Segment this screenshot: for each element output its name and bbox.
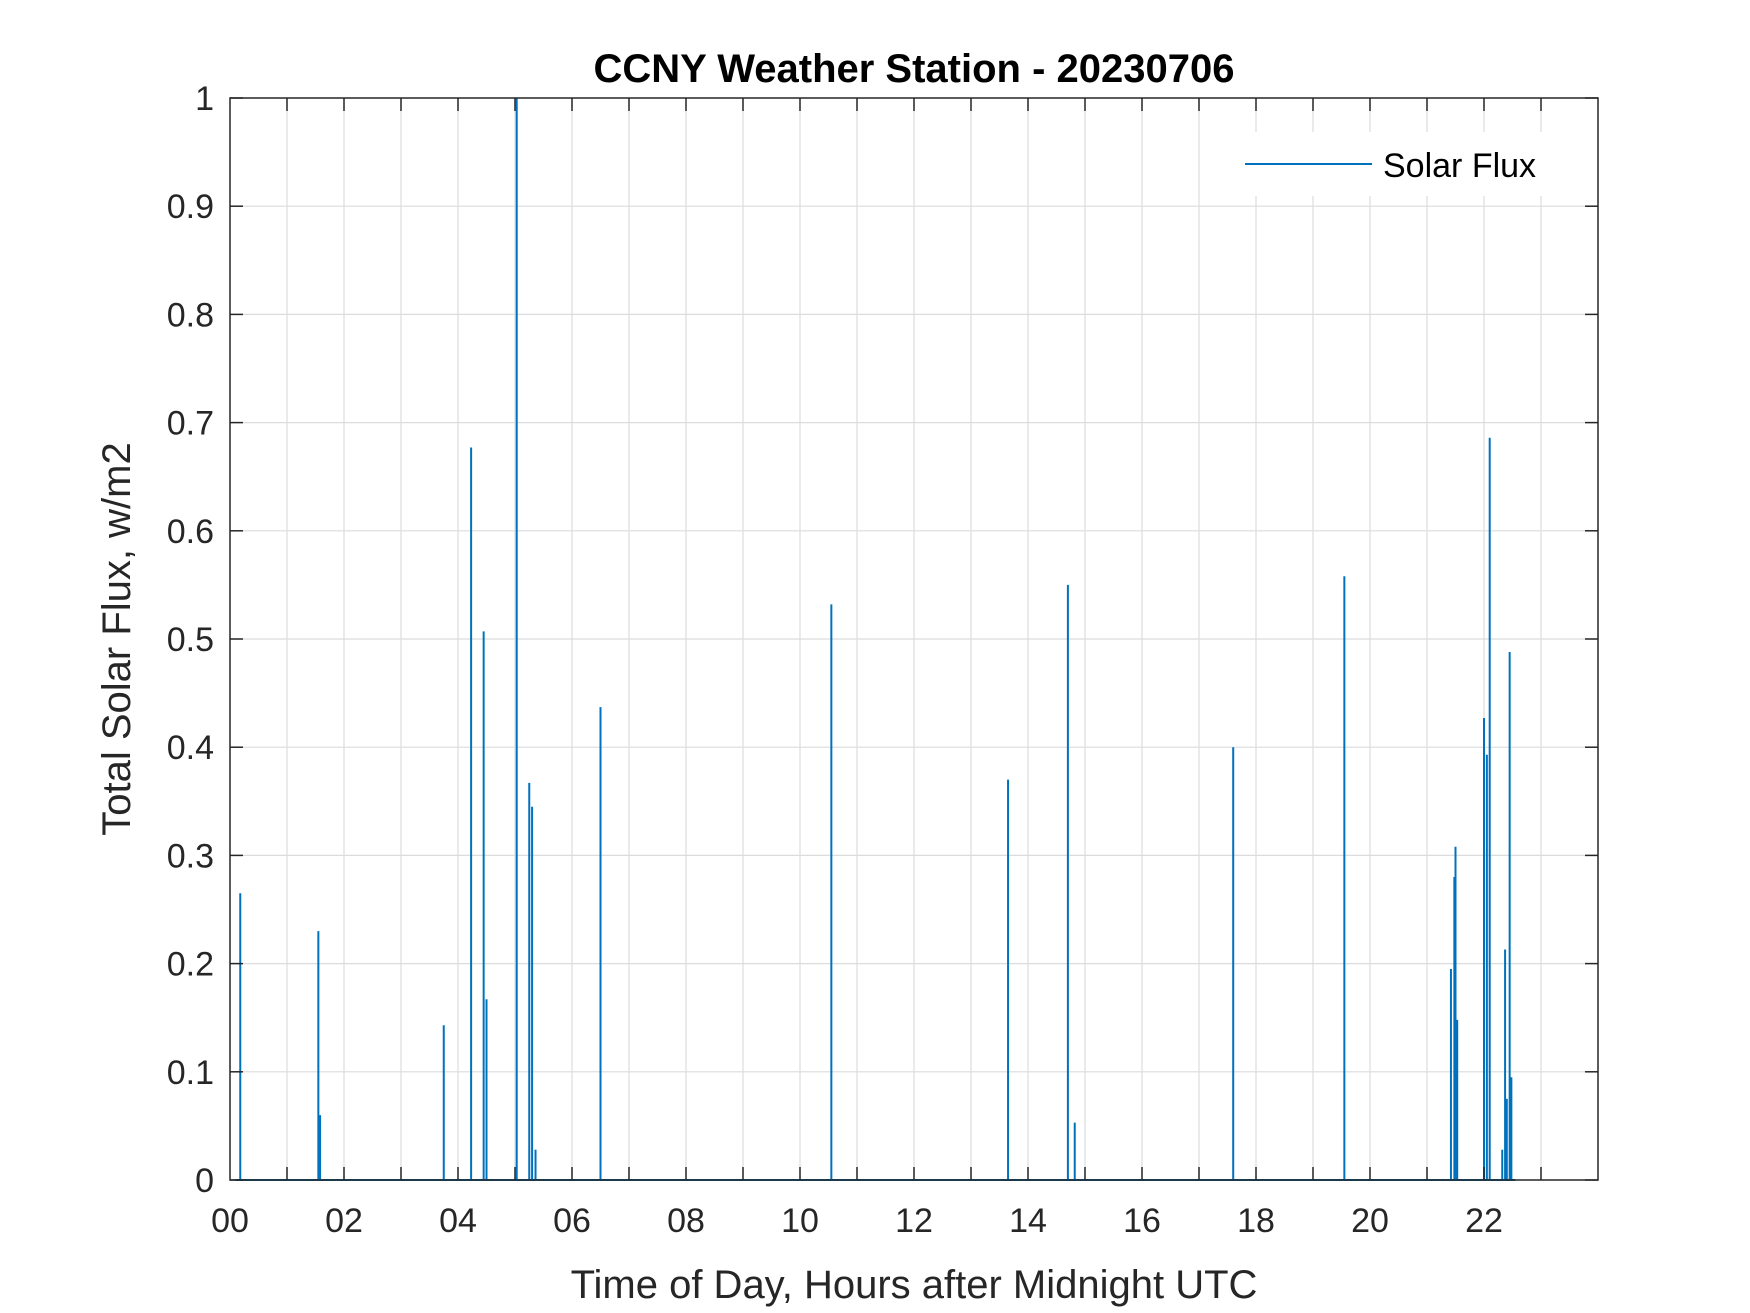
x-tick-label: 04: [439, 1202, 477, 1240]
y-axis-label: Total Solar Flux, w/m2: [95, 442, 139, 835]
y-tick-label: 1: [195, 80, 214, 118]
x-tick-label: 20: [1351, 1202, 1389, 1240]
x-tick-label: 10: [781, 1202, 819, 1240]
x-tick-label: 06: [553, 1202, 591, 1240]
legend-label-solar-flux: Solar Flux: [1383, 147, 1536, 185]
y-tick-label: 0.9: [167, 188, 214, 226]
y-tick-label: 0: [195, 1162, 214, 1200]
x-tick-label: 02: [325, 1202, 363, 1240]
y-tick-label: 0.6: [167, 513, 214, 551]
y-tick-label: 0.2: [167, 946, 214, 984]
x-tick-label: 00: [211, 1202, 249, 1240]
x-tick-label: 16: [1123, 1202, 1161, 1240]
x-tick-label: 22: [1465, 1202, 1503, 1240]
y-tick-labels: 0 0.1 0.2 0.3 0.4 0.5 0.6 0.7 0.8 0.9 1: [167, 80, 214, 1200]
x-tick-label: 08: [667, 1202, 705, 1240]
x-tick-label: 14: [1009, 1202, 1047, 1240]
x-tick-label: 18: [1237, 1202, 1275, 1240]
grid-lines: [230, 98, 1598, 1180]
y-tick-label: 0.7: [167, 405, 214, 443]
y-tick-label: 0.1: [167, 1054, 214, 1092]
y-tick-label: 0.8: [167, 296, 214, 334]
x-tick-label: 12: [895, 1202, 933, 1240]
y-tick-label: 0.5: [167, 621, 214, 659]
y-tick-label: 0.3: [167, 837, 214, 875]
x-tick-labels: 00 02 04 06 08 10 12 14 16 18 20 22: [211, 1202, 1503, 1240]
y-tick-label: 0.4: [167, 729, 214, 767]
x-axis-label: Time of Day, Hours after Midnight UTC: [571, 1263, 1258, 1307]
chart-title: CCNY Weather Station - 20230706: [594, 47, 1235, 91]
axis-ticks: [230, 97, 1598, 1181]
legend: Solar Flux: [1230, 132, 1580, 196]
